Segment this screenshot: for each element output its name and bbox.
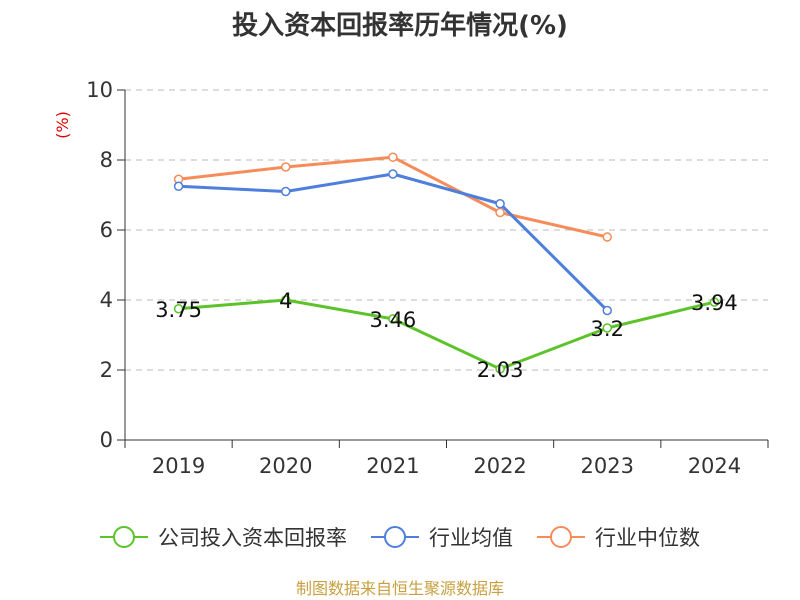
y-axis-unit: (%) xyxy=(53,111,72,139)
data-point xyxy=(709,297,720,307)
series-line xyxy=(178,172,609,312)
data-point xyxy=(281,162,291,172)
data-point xyxy=(495,199,505,209)
data-point xyxy=(173,181,184,191)
data-point xyxy=(281,295,291,305)
axes: 0 2 4 6 8 10 2019 2020 2021 2022 2023 2024 xyxy=(86,78,769,478)
data-label: 3.75 xyxy=(155,298,202,322)
data-point xyxy=(602,305,612,316)
data-point xyxy=(173,304,184,314)
x-tick-label: 2022 xyxy=(473,454,526,478)
y-tick-label: 8 xyxy=(100,148,113,172)
gridlines xyxy=(125,89,768,371)
y-tick-label: 10 xyxy=(86,78,113,102)
data-label: 2.03 xyxy=(477,358,524,382)
series-layer xyxy=(173,152,720,374)
data-point xyxy=(388,152,398,162)
x-tick-label: 2019 xyxy=(152,454,205,478)
x-tick-label: 2020 xyxy=(259,454,312,478)
data-point xyxy=(281,186,291,197)
series-line xyxy=(178,155,608,239)
data-label: 3.94 xyxy=(691,291,738,315)
legend-label: 行业均值 xyxy=(429,526,513,550)
data-label: 4 xyxy=(279,289,292,313)
x-tick-label: 2021 xyxy=(366,454,419,478)
y-tick-label: 2 xyxy=(100,358,113,382)
legend: 公司投入资本回报率 行业均值 行业中位数 xyxy=(100,526,700,550)
x-tick-label: 2024 xyxy=(688,454,741,478)
legend-marker xyxy=(113,526,135,548)
y-tick-label: 6 xyxy=(100,218,113,242)
x-tick-label: 2023 xyxy=(581,454,634,478)
y-tick-label: 4 xyxy=(100,288,113,312)
source-note: 制图数据来自恒生聚源数据库 xyxy=(296,579,504,598)
series-line xyxy=(178,298,715,371)
legend-marker xyxy=(550,526,572,548)
data-label: 3.2 xyxy=(591,317,624,341)
data-point xyxy=(495,364,505,374)
data-point xyxy=(495,207,505,218)
data-label: 3.46 xyxy=(370,308,417,332)
chart-title: 投入资本回报率历年情况(%) xyxy=(232,10,568,41)
legend-label: 行业中位数 xyxy=(595,526,700,550)
data-point xyxy=(388,314,398,324)
data-point xyxy=(602,323,612,333)
data-point xyxy=(388,169,398,179)
legend-label: 公司投入资本回报率 xyxy=(158,526,347,550)
data-point xyxy=(602,232,612,242)
legend-marker xyxy=(384,526,406,548)
data-labels: 3.75 4 3.46 2.03 3.2 3.94 xyxy=(155,289,738,382)
y-tick-label: 0 xyxy=(100,428,113,452)
